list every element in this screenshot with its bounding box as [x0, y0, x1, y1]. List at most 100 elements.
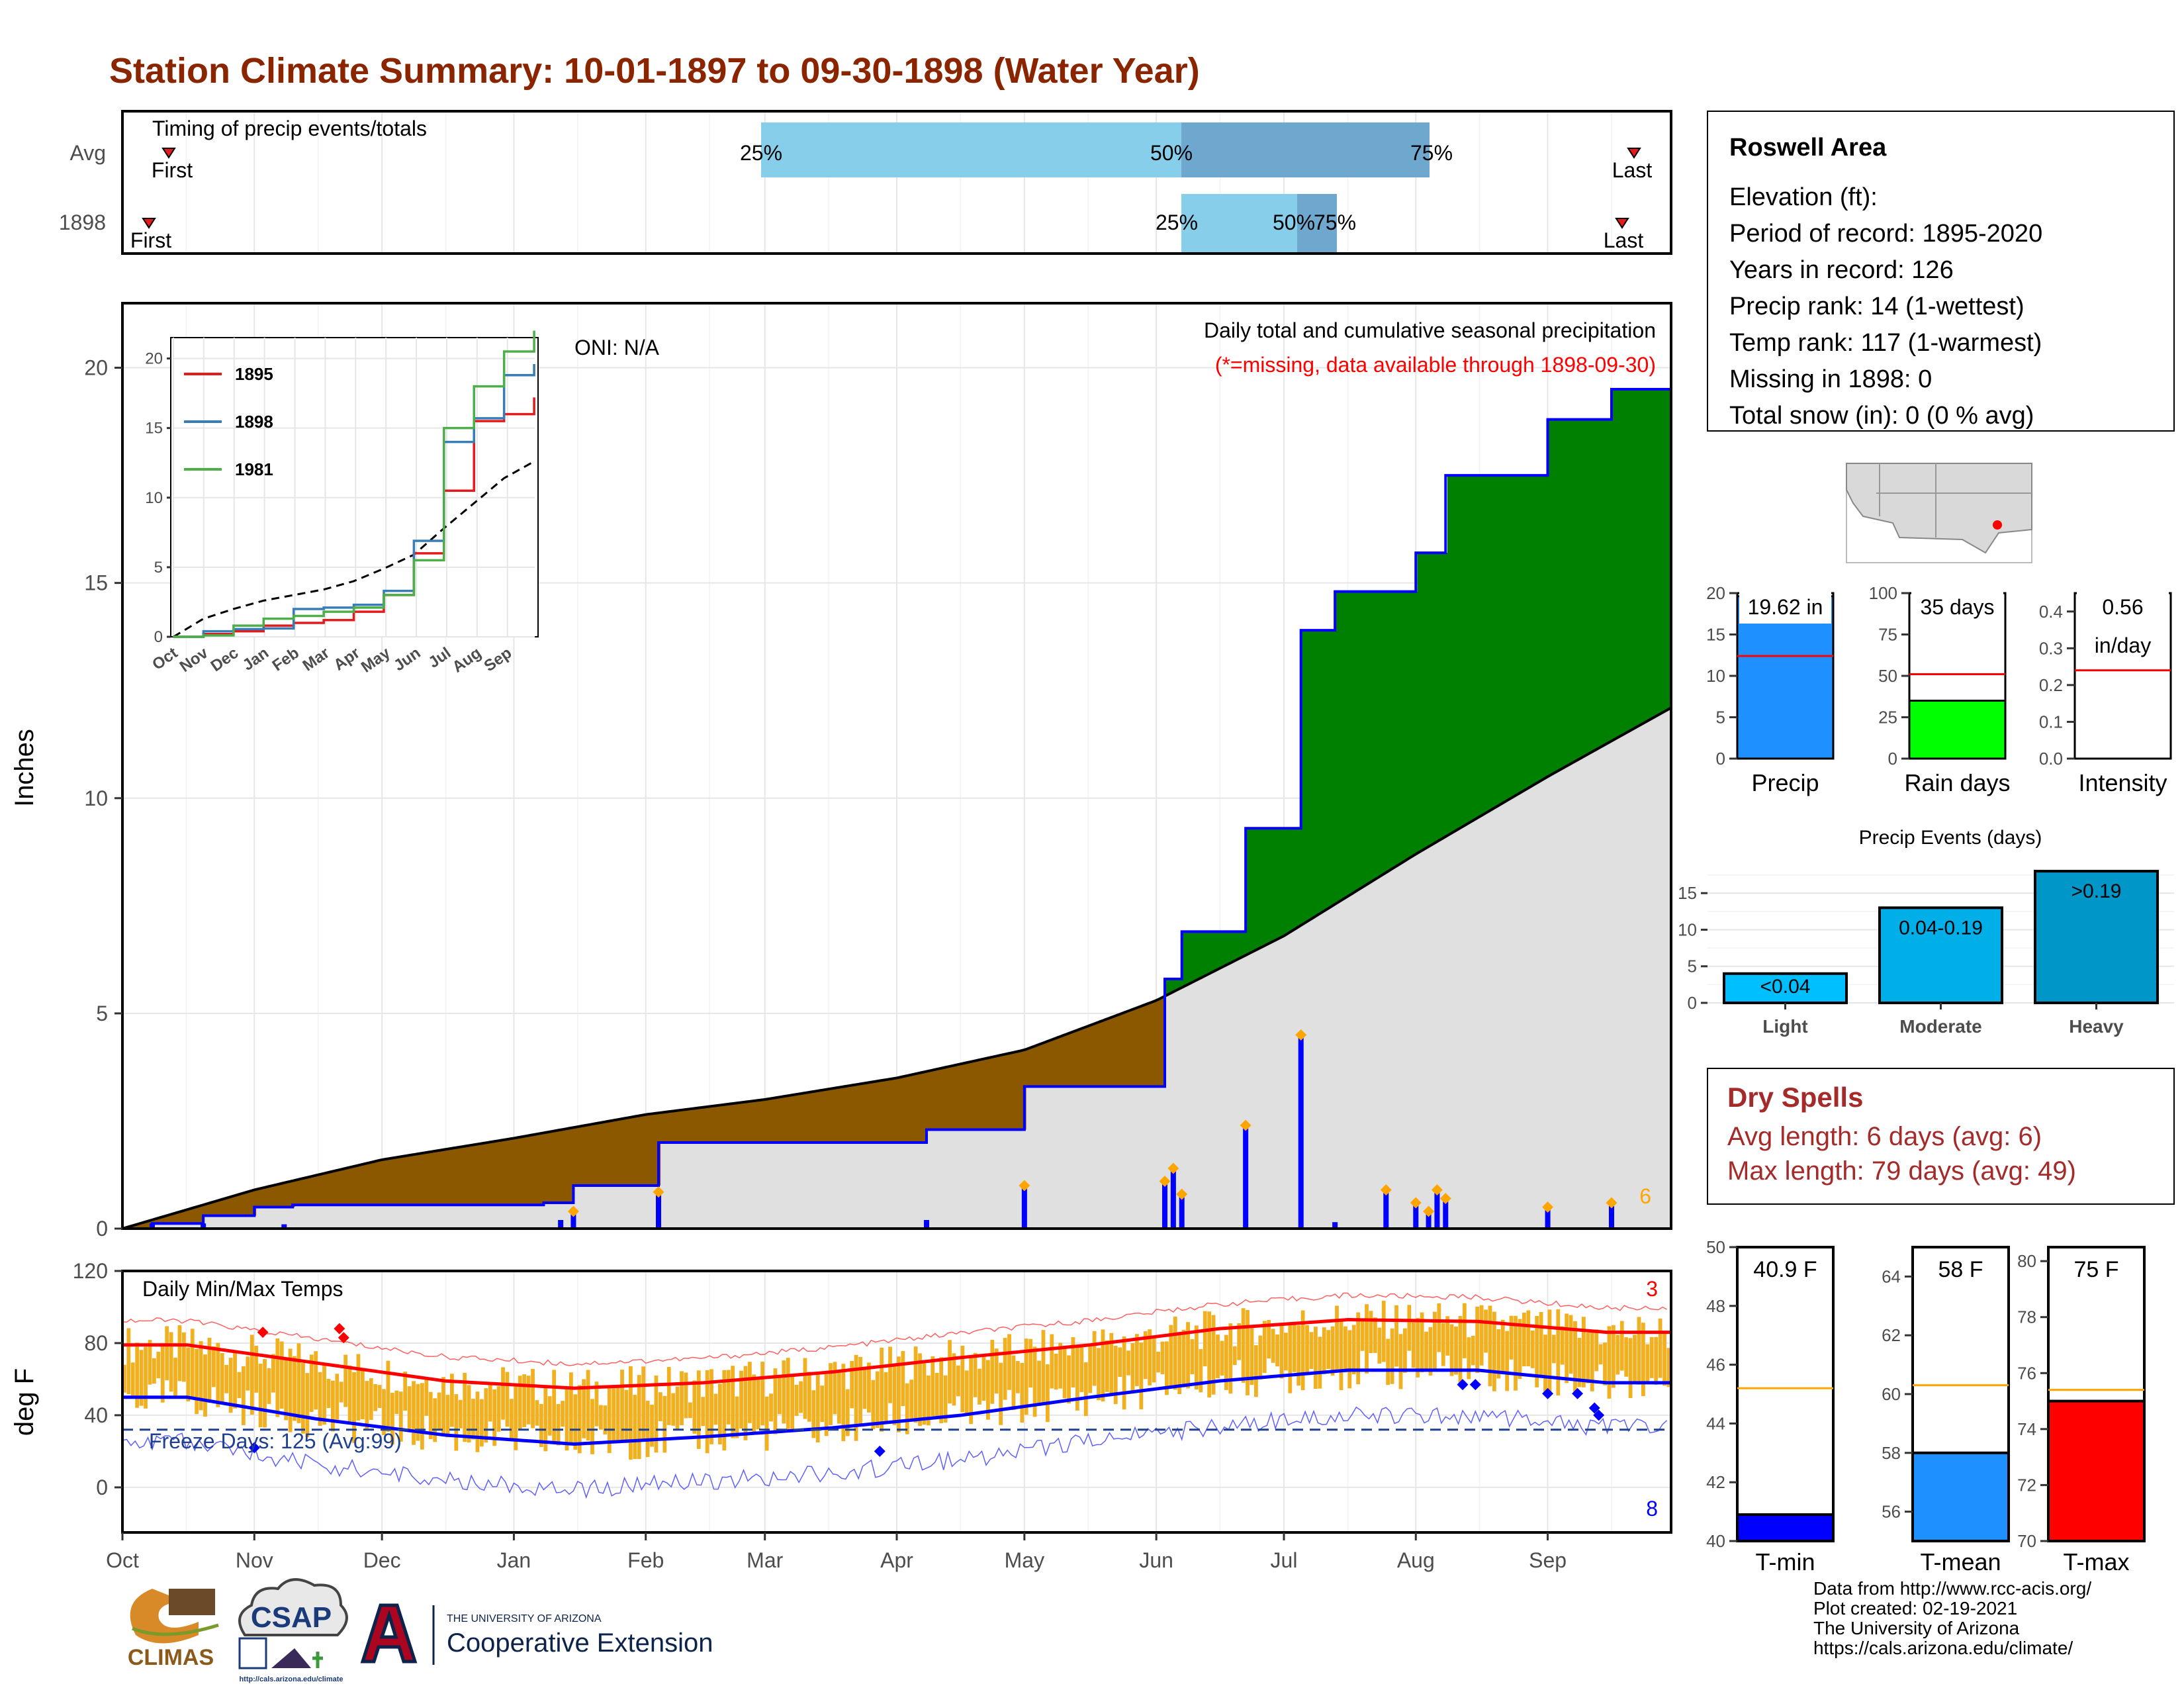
month-label: Oct [106, 1548, 139, 1572]
daily-temp-range-bar [1343, 1326, 1347, 1373]
daily-temp-range-bar [1246, 1310, 1250, 1395]
deficit-area [441, 1149, 446, 1205]
surplus-area [1447, 475, 1453, 835]
daily-temp-range-bar [1181, 1329, 1186, 1387]
surplus-area [1460, 475, 1465, 827]
daily-temp-range-bar [794, 1384, 799, 1416]
dry-spells-max: Max length: 79 days (avg: 49) [1727, 1156, 2076, 1186]
deficit-area [174, 1213, 179, 1224]
daily-temp-range-bar [586, 1370, 590, 1441]
daily-temp-range-bar [641, 1366, 646, 1441]
temp-summary-tick-label: 42 [1706, 1472, 1725, 1492]
deficit-area [600, 1122, 605, 1186]
deficit-area [772, 1098, 777, 1143]
deficit-area [875, 1081, 880, 1143]
daily-temp-range-bar [1083, 1362, 1088, 1417]
deficit-area [707, 1106, 713, 1143]
events-y-tick-label: 0 [1688, 993, 1697, 1013]
daily-temp-range-bar [390, 1393, 394, 1445]
deficit-area [621, 1118, 627, 1186]
deficit-area [849, 1085, 854, 1143]
deficit-area [819, 1090, 825, 1143]
daily-temp-range-bar [897, 1356, 901, 1432]
summary-bar-value: 19.62 in [1748, 595, 1823, 619]
surplus-area [1327, 630, 1332, 908]
deficit-area [1112, 1016, 1117, 1087]
deficit-area [591, 1123, 596, 1186]
deficit-area [531, 1135, 536, 1205]
daily-temp-range-bar [892, 1366, 897, 1425]
surplus-area [1585, 419, 1590, 755]
month-axis: Oct Nov Dec Jan Feb Mar Apr May Jun Jul Aug Sep [106, 1532, 1567, 1572]
daily-precip-bar [1298, 1035, 1304, 1229]
surplus-area [1357, 591, 1362, 890]
daily-temp-range-bar [620, 1370, 624, 1440]
deficit-area [729, 1103, 734, 1143]
daily-temp-range-bar [790, 1374, 795, 1431]
record-temp-marker [338, 1332, 349, 1344]
surplus-area [1477, 475, 1482, 817]
deficit-area [518, 1137, 523, 1205]
deficit-area [935, 1068, 940, 1130]
deficit-area [832, 1088, 837, 1143]
daily-temp-range-bar [1007, 1334, 1011, 1390]
deficit-area [393, 1157, 398, 1205]
deficit-area [587, 1125, 592, 1186]
deficit-area [1043, 1042, 1048, 1087]
inset-legend-label: 1895 [235, 364, 273, 384]
daily-temp-range-bar [152, 1358, 156, 1384]
daily-temp-range-bar [833, 1362, 837, 1415]
daily-temp-range-bar [1092, 1331, 1097, 1386]
daily-temp-range-bar [1641, 1323, 1645, 1397]
observed-cumulative-line [122, 384, 1672, 1230]
surplus-area [1533, 475, 1539, 784]
deficit-area [1077, 1029, 1083, 1087]
surplus-area [1482, 475, 1487, 814]
daily-temp-range-bar [492, 1389, 497, 1446]
surplus-area [1189, 931, 1195, 983]
summary-bar-tick-label: 10 [1706, 666, 1725, 686]
daily-temp-range-bar [913, 1346, 918, 1423]
temp-summary-tick-label: 76 [2017, 1363, 2036, 1383]
deficit-area [1038, 1043, 1044, 1087]
summary-bar-tick-label: 15 [1706, 625, 1725, 645]
logos: CLIMAS CSAP http://cals.arizona.edu/clim… [128, 1578, 713, 1683]
daily-temp-range-bar [1139, 1342, 1144, 1410]
deficit-area [1095, 1023, 1100, 1087]
daily-temp-range-bar [207, 1337, 212, 1403]
deficit-area [780, 1096, 786, 1143]
daily-temp-range-bar [1195, 1325, 1199, 1390]
daily-temp-range-bar [246, 1356, 250, 1391]
deficit-area [660, 1112, 665, 1143]
deficit-area [230, 1196, 235, 1216]
deficit-area [212, 1201, 218, 1216]
daily-temp-range-bar [1054, 1353, 1058, 1390]
deficit-area [436, 1150, 441, 1205]
deficit-area [449, 1148, 455, 1205]
daily-temp-range-bar [1526, 1310, 1531, 1366]
daily-temp-range-bar [1297, 1325, 1301, 1386]
year-p25-label: 25% [1156, 211, 1198, 234]
station-info-line: Elevation (ft): [1729, 183, 1878, 211]
daily-temp-range-bar [1148, 1329, 1152, 1385]
deficit-area [940, 1068, 945, 1130]
surplus-area [1628, 389, 1633, 731]
station-location-dot [1993, 520, 2002, 530]
daily-temp-range-bar [867, 1362, 871, 1413]
deficit-area [1052, 1039, 1057, 1087]
surplus-area [1559, 419, 1565, 769]
temp-summary-tick-label: 64 [1882, 1266, 1901, 1286]
surplus-area [1451, 475, 1457, 832]
daily-temp-range-bar [1615, 1335, 1620, 1375]
summary-bar-tick-label: 0 [1716, 749, 1725, 769]
temp-summary-tick-label: 40 [1706, 1531, 1725, 1551]
surplus-area [1572, 419, 1577, 762]
daily-temp-range-bar [1569, 1315, 1573, 1374]
avg-p25-label: 25% [740, 141, 782, 165]
average-cumulative-line [122, 706, 1672, 1230]
deficit-area [338, 1170, 343, 1205]
surplus-area [1525, 475, 1530, 789]
daily-temp-range-bar [254, 1345, 259, 1393]
surplus-area [1279, 828, 1285, 937]
surplus-area [1666, 389, 1672, 710]
